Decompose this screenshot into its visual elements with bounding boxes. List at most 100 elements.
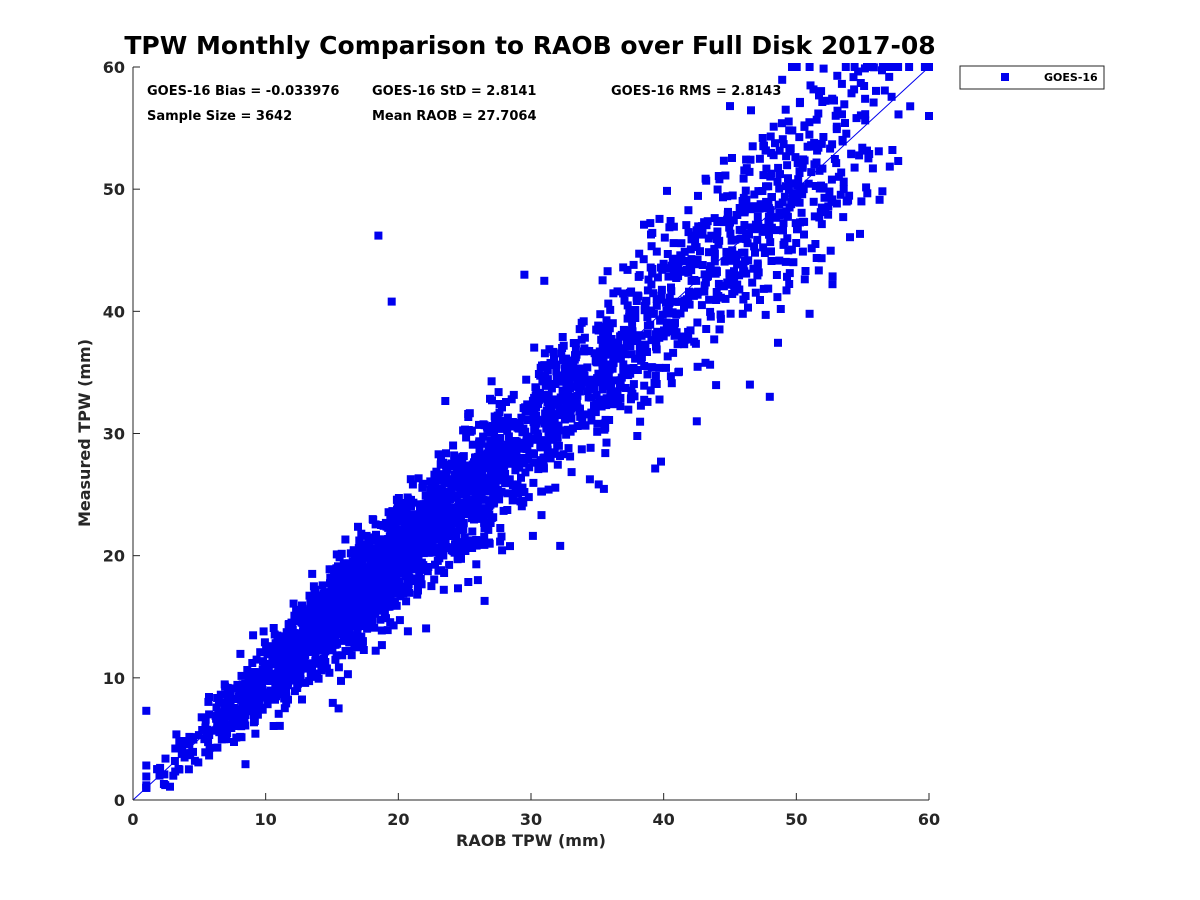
data-point xyxy=(488,472,497,481)
data-point xyxy=(833,106,842,115)
data-point xyxy=(201,748,210,757)
data-point xyxy=(588,376,597,385)
data-point xyxy=(733,260,742,269)
data-point xyxy=(543,390,552,399)
data-point xyxy=(566,427,575,436)
data-point xyxy=(355,592,364,600)
data-point xyxy=(286,667,295,676)
data-point xyxy=(414,520,423,529)
data-point xyxy=(765,230,773,239)
data-point xyxy=(647,242,656,251)
data-point xyxy=(544,485,553,494)
data-point xyxy=(201,715,210,724)
data-point xyxy=(415,500,424,509)
data-point xyxy=(393,561,402,570)
data-point xyxy=(341,535,350,544)
data-point xyxy=(785,280,794,288)
data-point xyxy=(518,459,527,468)
data-point xyxy=(616,394,625,402)
data-point xyxy=(405,512,414,521)
data-point xyxy=(706,312,715,321)
data-point xyxy=(663,352,672,361)
data-point xyxy=(627,350,636,359)
data-point xyxy=(777,119,786,128)
data-point xyxy=(581,421,590,430)
data-point xyxy=(538,361,546,370)
data-point xyxy=(745,380,754,389)
data-point xyxy=(346,614,355,623)
data-point xyxy=(442,449,450,458)
data-point xyxy=(726,250,735,259)
data-point xyxy=(668,256,677,265)
data-point xyxy=(648,228,657,237)
data-point xyxy=(782,286,791,295)
data-point xyxy=(598,276,607,285)
data-point xyxy=(863,146,871,155)
data-point xyxy=(841,63,850,71)
data-point xyxy=(850,85,859,94)
data-point xyxy=(215,722,224,731)
data-point xyxy=(335,553,344,562)
data-point xyxy=(484,525,493,534)
data-point xyxy=(287,656,296,665)
data-point xyxy=(332,620,341,629)
data-point xyxy=(592,391,601,399)
data-point xyxy=(662,363,670,372)
data-point xyxy=(839,213,848,222)
data-point xyxy=(621,365,630,374)
data-point xyxy=(475,437,484,446)
data-point xyxy=(414,474,423,483)
data-point xyxy=(503,440,512,449)
data-point xyxy=(354,544,363,553)
data-point xyxy=(302,661,310,670)
data-point xyxy=(338,587,347,596)
data-point xyxy=(558,344,567,352)
data-point xyxy=(441,397,450,405)
data-point xyxy=(793,225,801,234)
data-point xyxy=(790,193,799,202)
data-point xyxy=(384,548,393,557)
data-point xyxy=(759,171,768,180)
data-point xyxy=(480,532,489,541)
data-point xyxy=(215,728,224,737)
data-point xyxy=(470,458,478,467)
data-point xyxy=(599,330,608,339)
data-point xyxy=(629,260,638,269)
data-point xyxy=(175,737,184,746)
data-point xyxy=(688,288,697,297)
data-point xyxy=(269,659,278,668)
x-ticks: 0 10 20 30 40 50 60 xyxy=(127,793,940,829)
data-point xyxy=(775,211,784,219)
data-point xyxy=(735,204,744,212)
data-point xyxy=(656,295,665,304)
data-point xyxy=(485,502,494,511)
data-point xyxy=(243,687,252,696)
data-point xyxy=(252,655,261,664)
data-point xyxy=(352,643,361,652)
data-point xyxy=(427,582,436,591)
data-point xyxy=(625,332,634,341)
data-point xyxy=(376,580,385,589)
data-point xyxy=(380,588,389,596)
data-point xyxy=(831,111,840,120)
data-point xyxy=(671,318,679,327)
data-point xyxy=(609,289,618,298)
data-point xyxy=(725,269,734,278)
data-point xyxy=(190,756,199,765)
data-point xyxy=(318,645,327,654)
data-point xyxy=(220,718,229,727)
data-point xyxy=(504,432,513,441)
data-point xyxy=(652,380,661,388)
data-point xyxy=(781,257,790,266)
data-point xyxy=(269,722,278,730)
data-point xyxy=(678,267,687,276)
data-point xyxy=(449,547,458,556)
data-point xyxy=(664,304,673,313)
data-point xyxy=(237,706,246,715)
data-point xyxy=(691,238,700,247)
data-point xyxy=(741,186,750,195)
data-point xyxy=(530,415,539,424)
data-point xyxy=(729,216,738,225)
data-point xyxy=(805,309,814,318)
data-point xyxy=(514,489,522,498)
